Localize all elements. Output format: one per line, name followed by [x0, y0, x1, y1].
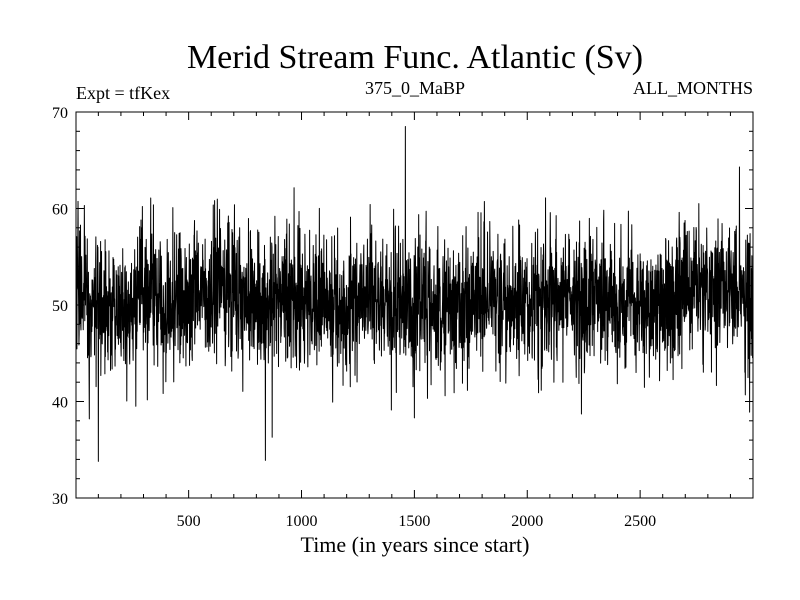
x-tick-label: 500 [177, 513, 201, 530]
tick-labels: 500 1000 1500 2000 2500 30 40 50 60 70 [52, 105, 656, 530]
y-tick-label: 70 [52, 105, 68, 122]
series-layer [75, 125, 754, 462]
series-line [75, 125, 754, 462]
annotation-center: 375_0_MaBP [365, 78, 465, 98]
x-tick-label: 1000 [286, 513, 318, 530]
y-tick-label: 60 [52, 202, 68, 219]
annotation-left: Expt = tfKex [76, 83, 170, 103]
x-tick-label: 1500 [398, 513, 430, 530]
ticks-layer [76, 111, 753, 499]
x-tick-label: 2500 [624, 513, 656, 530]
x-tick-label: 2000 [511, 513, 543, 530]
chart-title: Merid Stream Func. Atlantic (Sv) [187, 39, 643, 76]
x-axis-label: Time (in years since start) [301, 532, 530, 557]
y-tick-label: 40 [52, 395, 68, 412]
y-tick-label: 50 [52, 298, 68, 315]
annotation-right: ALL_MONTHS [633, 78, 753, 98]
y-tick-label: 30 [52, 491, 68, 508]
